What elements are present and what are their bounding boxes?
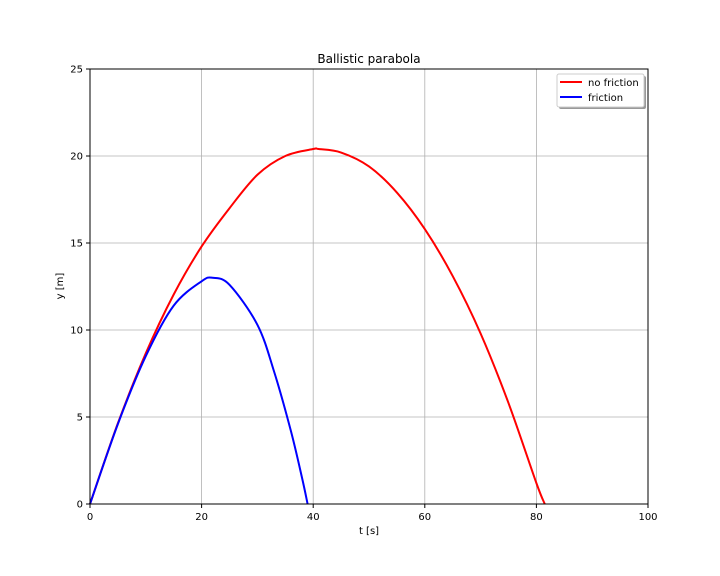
- x-tick-label: 0: [87, 512, 93, 523]
- y-tick-label: 5: [77, 413, 83, 424]
- y-tick-label: 15: [70, 239, 83, 250]
- series-line-friction: [89, 276, 309, 505]
- legend: no friction friction: [556, 73, 646, 109]
- y-tick-label: 0: [77, 500, 83, 511]
- y-tick-label: 10: [70, 326, 83, 337]
- x-axis-label: t [s]: [359, 526, 379, 537]
- x-tick-label: 40: [307, 512, 320, 523]
- y-tick-label: 25: [70, 65, 83, 76]
- plot-frame: [89, 68, 649, 505]
- y-axis-ticks: 0 5 10 15 20 25: [70, 65, 90, 511]
- grid-lines: [89, 68, 649, 505]
- x-tick-label: 100: [638, 512, 657, 523]
- legend-label-friction: friction: [588, 93, 623, 104]
- series-line-no-friction: [89, 147, 546, 505]
- x-tick-label: 80: [530, 512, 543, 523]
- legend-label-no-friction: no friction: [588, 78, 639, 89]
- chart-title: Ballistic parabola: [317, 52, 420, 66]
- y-axis-label: y [m]: [55, 273, 66, 300]
- x-tick-label: 60: [418, 512, 431, 523]
- series-layer: [89, 147, 546, 505]
- x-tick-label: 20: [195, 512, 208, 523]
- y-tick-label: 20: [70, 152, 83, 163]
- x-axis-ticks: 0 20 40 60 80 100: [87, 504, 658, 523]
